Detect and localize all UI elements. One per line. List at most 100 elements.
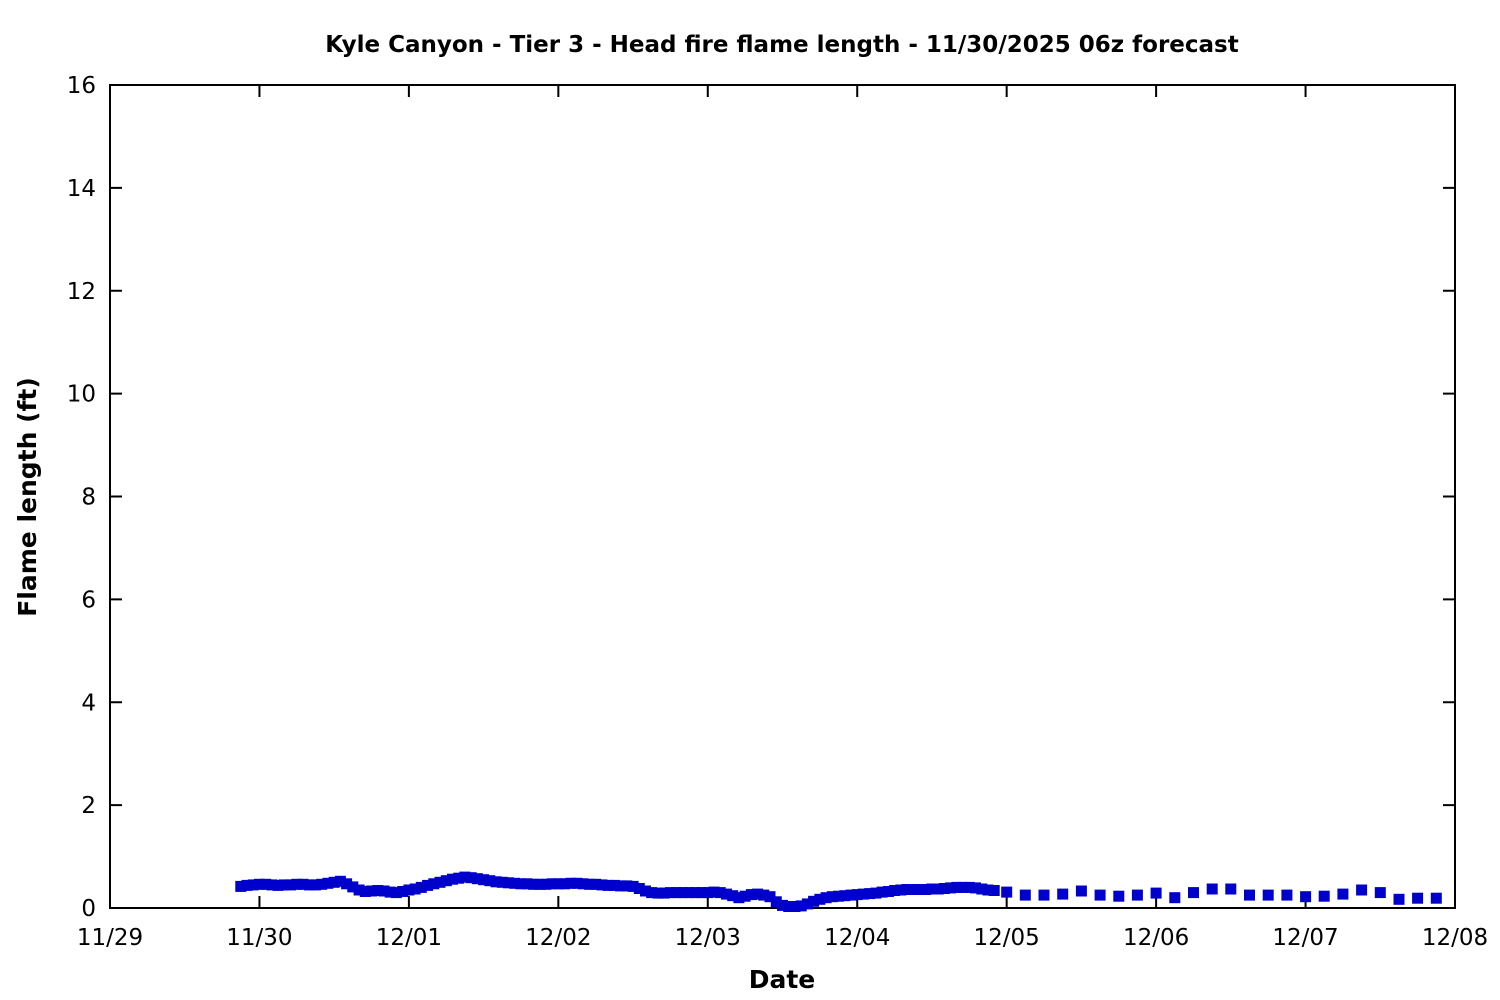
data-point (646, 887, 658, 899)
y-tick-label: 2 (81, 793, 96, 819)
data-point (671, 887, 683, 899)
x-tick-label: 12/01 (376, 925, 442, 951)
data-point (882, 886, 894, 897)
data-point (876, 886, 888, 898)
data-point (478, 874, 490, 886)
x-tick-label: 12/05 (974, 925, 1040, 951)
data-point (584, 878, 595, 890)
x-tick-label: 12/06 (1123, 925, 1189, 951)
data-point (901, 884, 913, 895)
data-point (1113, 890, 1125, 902)
data-point (341, 878, 353, 890)
data-point (490, 876, 502, 888)
data-point (932, 883, 944, 895)
data-point (789, 901, 801, 912)
data-point (347, 881, 359, 893)
data-point (689, 887, 701, 899)
data-point (708, 886, 720, 898)
data-point (440, 875, 452, 887)
data-point (577, 878, 589, 890)
data-point (1188, 887, 1199, 899)
data-point (895, 884, 907, 896)
data-point (527, 878, 539, 890)
data-point (253, 878, 265, 890)
data-point (826, 891, 838, 903)
data-point (303, 879, 315, 891)
plot-border (109, 84, 1456, 909)
data-point (285, 879, 297, 891)
data-point (608, 879, 620, 891)
data-point (721, 888, 732, 900)
data-point (397, 886, 409, 897)
data-point (484, 875, 496, 887)
data-point (372, 885, 384, 896)
data-point (310, 879, 321, 891)
data-point (353, 884, 365, 896)
data-point (471, 873, 483, 885)
data-point (633, 883, 645, 894)
data-point (1038, 889, 1050, 901)
x-tick-label: 12/02 (525, 925, 591, 951)
data-point (914, 884, 925, 895)
data-point (752, 888, 764, 900)
data-point (683, 887, 695, 899)
x-axis-label: Date (749, 965, 816, 994)
data-point (1094, 889, 1106, 901)
y-tick-label: 12 (67, 279, 96, 305)
data-point (808, 895, 820, 907)
data-point (951, 881, 963, 893)
data-point (1001, 886, 1013, 898)
data-point (621, 880, 633, 892)
data-point (857, 888, 869, 900)
data-point (1281, 889, 1293, 901)
data-point (970, 882, 981, 894)
data-point (920, 884, 932, 895)
data-point (546, 878, 558, 890)
data-point (366, 885, 377, 897)
data-point (1225, 883, 1237, 895)
data-point (845, 889, 857, 901)
data-point (602, 879, 614, 891)
data-point (1318, 890, 1330, 902)
data-point (322, 877, 334, 889)
data-point (764, 891, 776, 903)
data-point (640, 885, 651, 897)
data-point (814, 893, 826, 905)
data-point (833, 890, 844, 902)
data-point (515, 878, 527, 890)
data-point (777, 899, 788, 911)
data-point (434, 876, 446, 888)
data-point (521, 878, 533, 890)
data-point (1244, 889, 1255, 901)
data-point (1131, 889, 1143, 901)
data-point (801, 898, 813, 910)
data-point (963, 881, 975, 893)
data-point (652, 887, 664, 899)
data-point (1075, 885, 1087, 897)
x-tick-label: 12/08 (1422, 925, 1488, 951)
data-point (839, 890, 851, 902)
data-point (795, 900, 807, 912)
data-point (1169, 892, 1181, 904)
data-point (596, 879, 608, 891)
x-tick-label: 12/07 (1272, 925, 1338, 951)
data-point (403, 884, 415, 896)
data-point (982, 884, 994, 896)
data-point (820, 892, 832, 904)
data-point (988, 885, 1000, 896)
data-point (1356, 884, 1368, 896)
data-point (733, 892, 745, 904)
y-tick-label: 16 (67, 73, 96, 99)
data-point (945, 882, 957, 894)
data-point (627, 880, 639, 892)
data-point (415, 881, 427, 893)
data-point (696, 887, 708, 899)
data-point (976, 883, 988, 895)
data-point (503, 877, 514, 889)
data-point (428, 878, 440, 890)
data-point (390, 887, 402, 899)
chart-title: Kyle Canyon - Tier 3 - Head fire flame l… (325, 32, 1238, 58)
data-point (235, 880, 247, 892)
data-point (957, 881, 969, 893)
